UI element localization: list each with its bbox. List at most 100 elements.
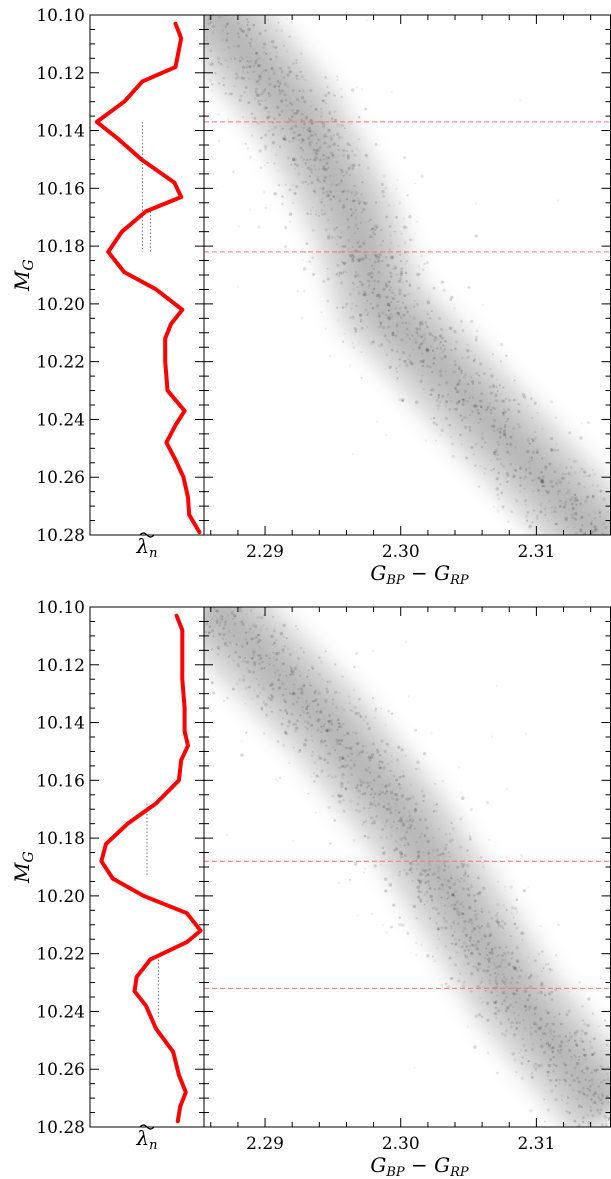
scatter-point [454,963,458,967]
scatter-point [308,141,311,144]
scatter-point [319,710,323,714]
scatter-point [317,214,320,218]
scatter-point [395,324,399,328]
scatter-point [478,1013,482,1017]
scatter-point [274,778,277,781]
scatter-point [402,770,405,773]
scatter-point [278,776,282,779]
scatter-point [410,334,413,337]
scatter-point [353,153,357,157]
scatter-point [482,865,485,869]
scatter-point [231,687,235,691]
scatter-point [481,303,484,307]
scatter-point [257,616,261,619]
scatter-point [324,168,328,172]
scatter-point [312,189,316,193]
scatter-point [427,883,431,887]
scatter-point [307,136,311,140]
scatter-point [425,325,429,329]
scatter-point [321,165,326,169]
scatter-point [521,938,524,941]
scatter-point [330,135,333,138]
scatter-point [252,654,255,657]
scatter-point [153,34,155,36]
scatter-point [560,1132,563,1135]
scatter-point [587,997,591,1001]
scatter-point [329,842,332,845]
scatter-point [371,267,374,270]
scatter-point [213,599,215,601]
scatter-point [396,311,401,315]
scatter-point [281,202,284,206]
scatter-point [587,421,591,425]
scatter-point [308,126,311,130]
scatter-point [371,649,375,653]
scatter-point [311,700,314,703]
scatter-point [297,749,302,753]
scatter-point [399,837,404,841]
scatter-point [431,849,435,852]
scatter-point [310,665,315,669]
scatter-point [519,484,522,487]
scatter-point [314,811,317,814]
scatter-point [256,58,259,61]
scatter-point [388,280,391,284]
scatter-point [589,1041,592,1044]
scatter-point [432,836,435,839]
scatter-point [315,209,318,212]
scatter-point [341,261,344,264]
scatter-point [333,94,336,97]
scatter-point [337,881,340,885]
scatter-point [341,675,344,679]
scatter-point [513,967,517,971]
scatter-point [509,435,513,439]
scatter-point [237,3,239,5]
scatter-point [602,497,606,501]
scatter-point [362,241,366,245]
scatter-point [397,782,401,786]
scatter-point [539,1016,543,1021]
scatter-point [207,631,211,635]
scatter-point [502,927,505,930]
scatter-point [359,714,362,717]
scatter-point [568,1031,571,1034]
scatter-point [237,35,240,39]
scatter-point [460,945,464,949]
scatter-point [298,139,301,142]
scatter-point [435,946,439,950]
scatter-point [343,764,347,769]
scatter-point [435,922,438,925]
scatter-point [479,399,482,403]
scatter-point [506,450,510,454]
scatter-point [179,5,182,8]
scatter-point [223,623,227,627]
scatter-point [580,498,583,501]
scatter-point [341,245,344,248]
scatter-point [599,1065,603,1069]
scatter-point [340,776,343,779]
scatter-point [373,716,376,719]
scatter-point [215,609,218,612]
scatter-point [224,619,228,623]
scatter-point [323,739,327,742]
scatter-point [509,885,513,889]
scatter-point [518,974,522,979]
scatter-point [388,304,391,307]
scatter-point [233,614,237,618]
scatter-point [226,614,229,617]
scatter-point [390,315,394,319]
scatter-point [245,55,248,58]
scatter-point [496,428,500,431]
scatter-point [356,784,359,787]
scatter-point [426,954,430,958]
scatter-point [495,965,499,969]
scatter-point [342,205,346,209]
scatter-point [280,70,284,74]
scatter-point [445,381,449,385]
scatter-point [436,912,440,916]
scatter-point [446,897,449,900]
scatter-point [501,954,504,957]
scatter-point [554,1064,558,1068]
scatter-point [528,985,533,989]
scatter-point [354,194,357,197]
